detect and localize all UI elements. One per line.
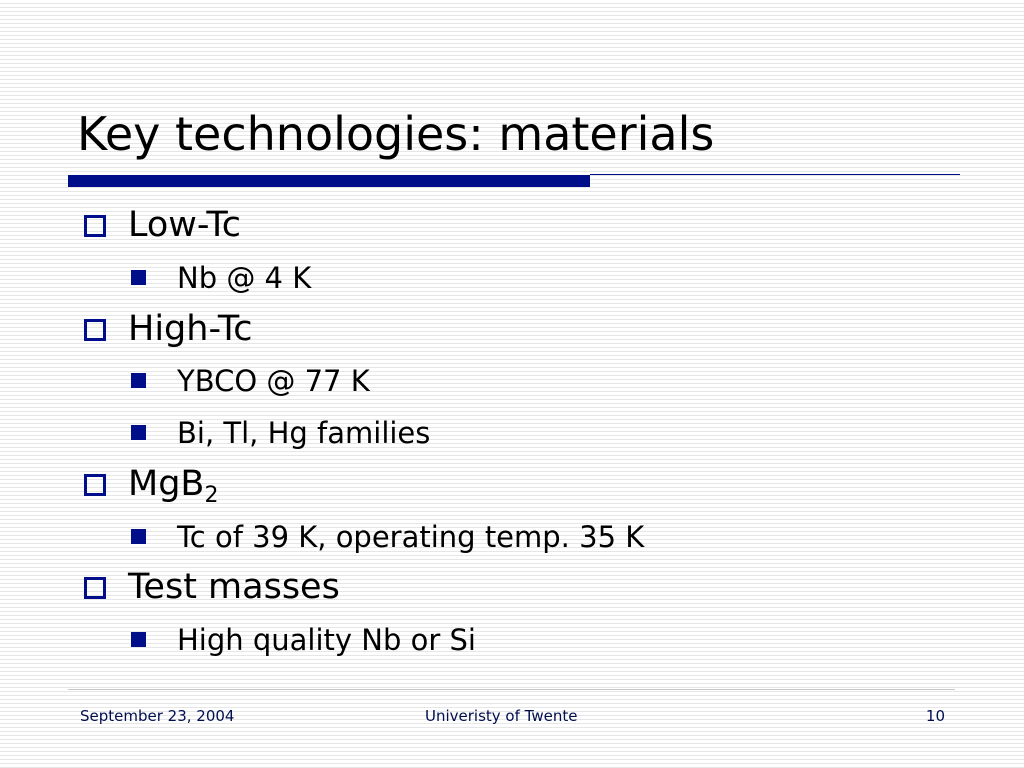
bullet-item: Low-Tc (128, 203, 241, 247)
sub-bullet-text: Nb @ 4 K (177, 260, 312, 295)
sub-bullet-text: Bi, Tl, Hg families (177, 416, 431, 450)
bullet-item: High-Tc (128, 307, 253, 351)
bullet-text: Test masses (128, 567, 340, 608)
bullet-item: MgB2 (128, 462, 218, 518)
bullet-item: Test masses (128, 565, 340, 609)
footer-date: September 23, 2004 (80, 707, 235, 725)
footer-organization: Univeristy of Twente (425, 707, 578, 725)
sub-bullet-text: High quality Nb or Si (177, 623, 476, 657)
bullet-box (84, 215, 106, 237)
sub-bullet-square (131, 425, 146, 440)
sub-bullet-square (131, 528, 146, 544)
bullet-text: High-Tc (128, 308, 253, 349)
bullet-box (84, 473, 106, 496)
sub-bullet-text: YBCO @ 77 K (177, 364, 370, 399)
subscript: 2 (204, 482, 219, 508)
bullet-box (84, 318, 106, 341)
title-rule (590, 174, 960, 175)
sub-bullet-square (131, 373, 146, 389)
sub-bullet-text: Tc of 39 K, operating temp. 35 K (177, 519, 645, 554)
bullet-box (84, 577, 106, 600)
slide-title: Key technologies: materials (77, 107, 715, 161)
page-number: 10 (925, 707, 945, 725)
footer-rule (68, 689, 955, 690)
bullet-text: MgB (128, 463, 205, 504)
sub-bullet-square (131, 632, 146, 647)
bullet-text: Low-Tc (128, 205, 242, 245)
sub-bullet-square (131, 269, 146, 285)
title-underline (68, 175, 590, 187)
